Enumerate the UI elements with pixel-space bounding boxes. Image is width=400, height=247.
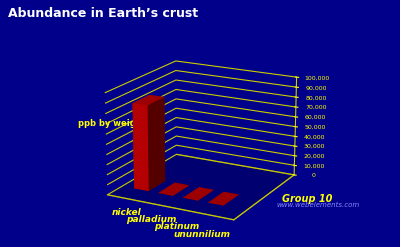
Text: Abundance in Earth’s crust: Abundance in Earth’s crust	[8, 7, 198, 21]
